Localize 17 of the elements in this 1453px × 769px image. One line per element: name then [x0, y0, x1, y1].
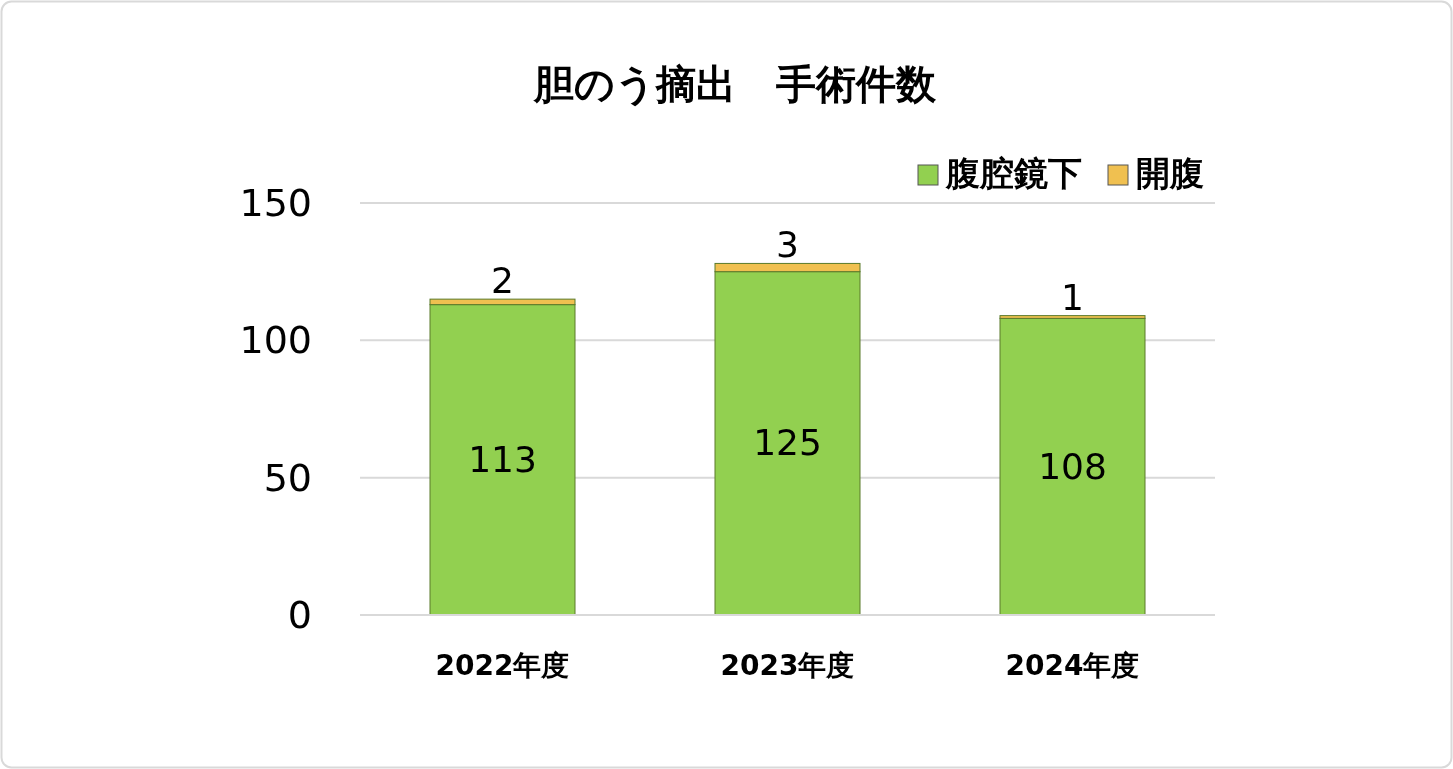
data-label: 113	[468, 438, 537, 480]
y-tick-label: 100	[239, 318, 312, 363]
legend-label: 開腹	[1136, 153, 1204, 193]
data-label: 2	[491, 260, 514, 302]
data-label: 108	[1038, 445, 1107, 487]
bar	[999, 317, 1146, 616]
legend-label: 腹腔鏡下	[945, 153, 1082, 193]
x-tick-label: 2022年度	[435, 649, 570, 682]
x-tick-label: 2024年度	[1005, 649, 1140, 682]
data-label: 125	[753, 422, 822, 464]
y-tick-label: 50	[263, 455, 312, 500]
chart-title: 胆のう摘出 手術件数	[533, 61, 937, 107]
x-tick-label: 2023年度	[720, 649, 855, 682]
y-tick-label: 150	[239, 181, 312, 225]
data-label: 1	[1061, 276, 1084, 318]
y-tick-label: 0	[287, 593, 312, 637]
data-label: 3	[776, 224, 799, 266]
